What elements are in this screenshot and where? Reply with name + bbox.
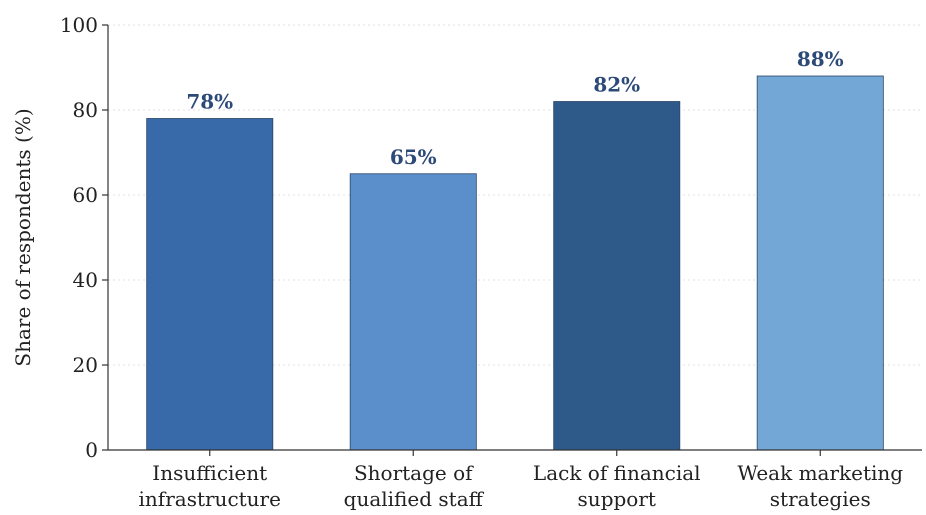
bars: [146, 75, 884, 451]
data-label: 82%: [593, 73, 640, 97]
y-axis-title: Share of respondents (%): [11, 108, 35, 366]
y-tick-label: 80: [73, 98, 98, 122]
data-label: 78%: [186, 90, 233, 114]
x-tick-label: Insufficient: [152, 461, 267, 485]
bar: [349, 173, 477, 451]
data-label: 88%: [797, 47, 844, 71]
x-tick-label: strategies: [770, 487, 871, 511]
bar: [146, 118, 274, 451]
y-tick-label: 20: [73, 353, 98, 377]
bar: [553, 101, 681, 451]
x-tick-label: support: [578, 487, 656, 511]
x-tick-label: Lack of financial: [533, 461, 701, 485]
x-tick-label: Shortage of: [354, 461, 474, 485]
y-tick-label: 40: [73, 268, 98, 292]
data-labels: 78% 65% 82% 88%: [186, 47, 843, 169]
data-label: 65%: [390, 145, 437, 169]
y-tick-label: 100: [60, 13, 98, 37]
y-axis-ticks: 0 20 40 60 80 100: [60, 13, 108, 462]
x-tick-label: infrastructure: [139, 487, 281, 511]
x-tick-label: qualified staff: [344, 487, 485, 511]
bar: [756, 75, 884, 451]
x-tick-label: Weak marketing: [737, 461, 903, 485]
y-tick-label: 60: [73, 183, 98, 207]
y-tick-label: 0: [85, 438, 98, 462]
